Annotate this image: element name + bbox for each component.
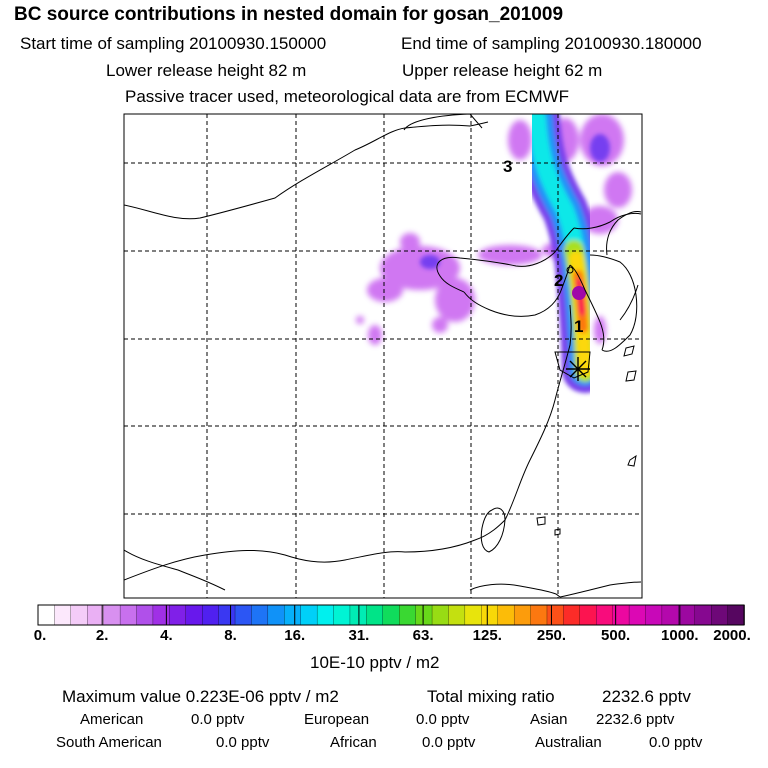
colorbar-tick-label: 8. [224, 627, 237, 644]
european-value: 0.0 pptv [416, 711, 470, 728]
colorbar-cell [596, 604, 614, 626]
colorbar-tick-label: 500. [601, 627, 631, 644]
colorbar-cell [366, 604, 384, 626]
colorbar-cell [333, 604, 351, 626]
colorbar-tick-label: 4. [160, 627, 173, 644]
total-mixing-label: Total mixing ratio [427, 687, 555, 706]
colorbar-unit: 10E-10 pptv / m2 [310, 653, 440, 672]
colorbar-cell [284, 604, 302, 626]
colorbar-cell [103, 604, 121, 626]
african-label: African [330, 734, 377, 751]
colorbar-cell [448, 604, 466, 626]
marker-1: 1 [574, 317, 583, 336]
colorbar-cell [481, 604, 499, 626]
peak-spot [572, 286, 586, 300]
colorbar-cell [530, 604, 548, 626]
coastlines [124, 114, 642, 598]
asian-value: 2232.6 pptv [596, 711, 675, 728]
colorbar-cell [661, 604, 680, 626]
station-star-icon [566, 357, 590, 381]
chart-title: BC source contributions in nested domain… [14, 4, 564, 25]
colorbar-cell [628, 604, 647, 626]
colorbar [37, 604, 745, 626]
colorbar-cell [497, 604, 515, 626]
colorbar-tick-label: 63. [412, 627, 434, 644]
start-time-label: Start time of sampling 20100930.150000 [20, 34, 327, 53]
maximum-value: Maximum value 0.223E-06 pptv / m2 [62, 687, 339, 706]
colorbar-cell [316, 604, 335, 626]
marker-ring-2 [566, 266, 574, 274]
colorbar-cell [382, 604, 400, 626]
south-american-value: 0.0 pptv [216, 734, 270, 751]
colorbar-tick-label: 1000. [661, 627, 699, 644]
american-value: 0.0 pptv [191, 711, 245, 728]
colorbar-cell [300, 604, 318, 626]
colorbar-cell [169, 604, 187, 626]
colorbar-cell [464, 604, 483, 626]
colorbar-cell [54, 604, 72, 626]
colorbar-cell [136, 604, 154, 626]
colorbar-cell [563, 604, 581, 626]
colorbar-tick-label: 125. [472, 627, 502, 644]
colorbar-cell [431, 604, 450, 626]
total-mixing-value: 2232.6 pptv [602, 687, 691, 706]
colorbar-cell [37, 604, 56, 626]
colorbar-tick-label: 250. [536, 627, 567, 644]
colorbar-cell [727, 604, 745, 626]
colorbar-tick-label: 31. [348, 627, 370, 644]
african-value: 0.0 pptv [422, 734, 476, 751]
colorbar-cell [711, 604, 729, 626]
colorbar-cell [234, 604, 253, 626]
colorbar-cell [70, 604, 89, 626]
colorbar-cell [415, 604, 433, 626]
colorbar-cell [251, 604, 269, 626]
lower-release-label: Lower release height 82 m [106, 61, 307, 80]
colorbar-cell [513, 604, 532, 626]
colorbar-cell [119, 604, 138, 626]
marker-3: 3 [503, 157, 512, 176]
colorbar-cell [546, 604, 565, 626]
map-frame [123, 113, 643, 599]
asian-label: Asian [530, 711, 568, 728]
end-time-label: End time of sampling 20100930.180000 [401, 34, 702, 53]
colorbar-cell [645, 604, 663, 626]
colorbar-tick-label: 2000. [713, 627, 751, 644]
colorbar-cell [399, 604, 417, 626]
colorbar-tick-label: 0. [33, 627, 47, 644]
colorbar-cell [152, 604, 171, 626]
colorbar-cell [218, 604, 236, 626]
marker-2: 2 [554, 271, 563, 290]
colorbar-tick-label: 16. [284, 627, 306, 644]
colorbar-tick-label: 2. [95, 627, 109, 644]
colorbar-cell [267, 604, 286, 626]
american-label: American [80, 711, 144, 728]
australian-value: 0.0 pptv [649, 734, 703, 751]
colorbar-cell [185, 604, 203, 626]
south-american-label: South American [56, 734, 162, 751]
grid-lines [124, 114, 642, 598]
upper-release-label: Upper release height 62 m [402, 61, 603, 80]
colorbar-cell [579, 604, 597, 626]
colorbar-cell [694, 604, 712, 626]
colorbar-major-ticks [37, 605, 745, 625]
medium-patches [420, 134, 610, 269]
european-label: European [304, 711, 370, 728]
colorbar-cell [202, 604, 220, 626]
info-line: Passive tracer used, meteorological data… [125, 87, 570, 106]
colorbar-cell [678, 604, 696, 626]
australian-label: Australian [535, 734, 602, 751]
